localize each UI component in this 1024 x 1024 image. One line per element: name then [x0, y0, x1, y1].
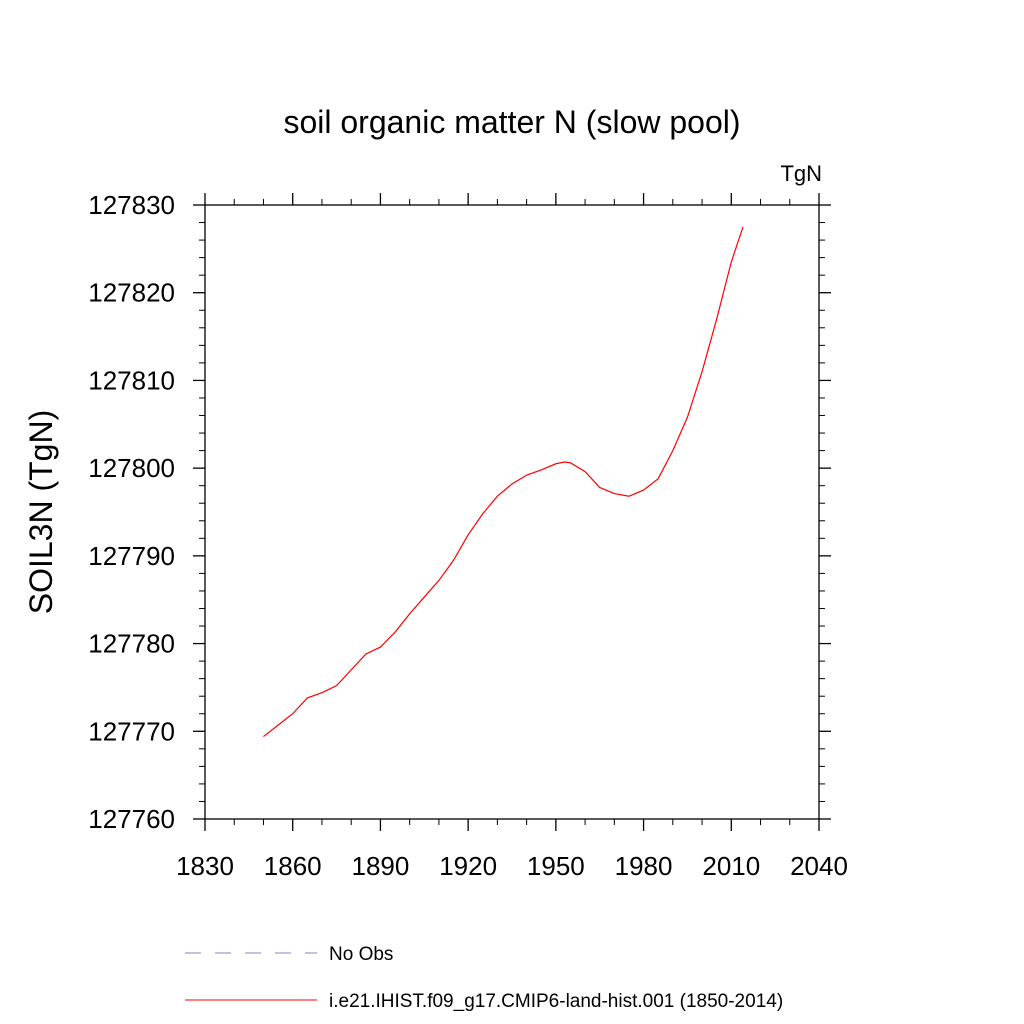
plot-frame: [204, 204, 820, 820]
x-tick-labels: 1830 1860 1890 1920 1950 1980 2010 2040: [176, 851, 848, 881]
axis-ticks: [193, 193, 831, 831]
y-tick-labels: 127760 127770 127780 127790 127800 127810 1278…: [88, 190, 175, 834]
y-tick-label: 127800: [88, 453, 175, 483]
y-axis-label: SOIL3N (TgN): [23, 410, 59, 614]
x-tick-label: 1950: [527, 851, 585, 881]
y-tick-label: 127830: [88, 190, 175, 220]
x-tick-label: 1920: [439, 851, 497, 881]
y-tick-label: 127770: [88, 716, 175, 746]
legend-label-no-obs: No Obs: [329, 944, 393, 965]
x-tick-label: 1860: [264, 851, 322, 881]
legend-label-model-run: i.e21.IHIST.f09_g17.CMIP6-land-hist.001 …: [329, 991, 783, 1012]
x-tick-label: 1980: [615, 851, 673, 881]
y-tick-label: 127760: [88, 804, 175, 834]
chart-title: soil organic matter N (slow pool): [283, 104, 740, 140]
plot-series: [263, 226, 744, 738]
y-tick-label: 127780: [88, 629, 175, 659]
y-tick-label: 127810: [88, 365, 175, 395]
y-tick-label: 127820: [88, 278, 175, 308]
x-tick-label: 1830: [176, 851, 234, 881]
x-tick-label: 1890: [352, 851, 410, 881]
y-tick-label: 127790: [88, 541, 175, 571]
x-tick-label: 2040: [790, 851, 848, 881]
legend: No Obs i.e21.IHIST.f09_g17.CMIP6-land-hi…: [185, 944, 783, 1012]
x-tick-label: 2010: [702, 851, 760, 881]
series-line: [263, 226, 744, 738]
units-label: TgN: [780, 161, 822, 186]
